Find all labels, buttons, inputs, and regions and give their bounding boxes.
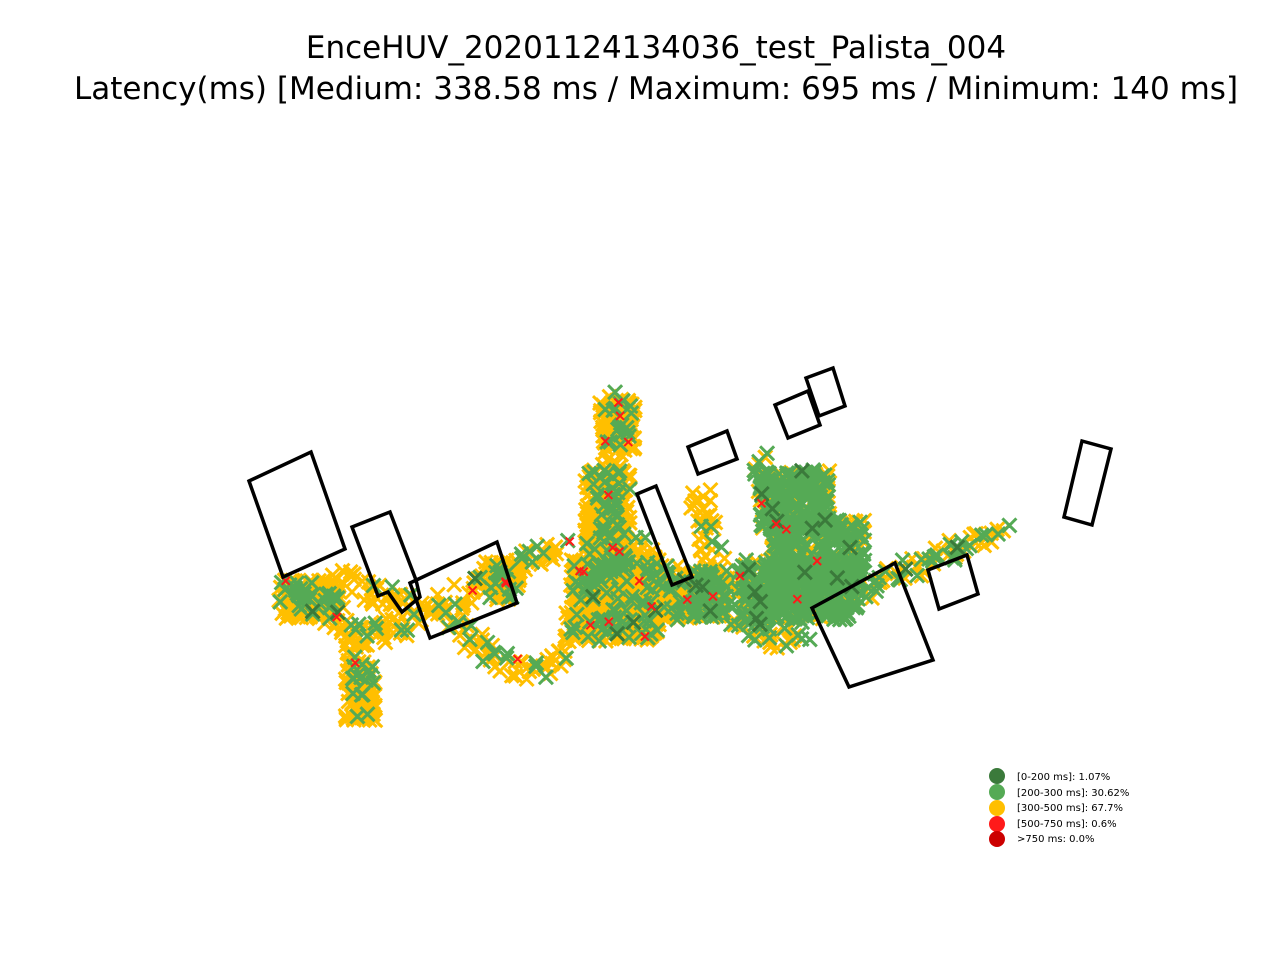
obstacle-polygon bbox=[349, 509, 422, 615]
chart-title: EnceHUV_20201124134036_test_Palista_004 bbox=[306, 30, 1006, 66]
obstacle-polygon bbox=[925, 552, 981, 612]
legend-marker bbox=[989, 831, 1005, 847]
obstacle-polygon bbox=[246, 449, 348, 580]
legend-label: [0-200 ms]: 1.07% bbox=[1017, 772, 1110, 783]
legend-label: >750 ms: 0.0% bbox=[1017, 834, 1095, 845]
obstacle-polygon bbox=[1061, 438, 1114, 528]
obstacle-polygon bbox=[685, 428, 740, 477]
legend-marker bbox=[989, 768, 1005, 784]
legend: [0-200 ms]: 1.07% [200-300 ms]: 30.62% [… bbox=[989, 768, 1129, 847]
legend-marker bbox=[989, 784, 1005, 800]
obstacle-polygon bbox=[803, 365, 848, 419]
legend-entry: [200-300 ms]: 30.62% bbox=[989, 784, 1129, 800]
obstacle-polygon bbox=[407, 539, 520, 641]
legend-label: [300-500 ms]: 67.7% bbox=[1017, 803, 1123, 814]
obstacle-polygon bbox=[809, 560, 936, 690]
legend-entry: [0-200 ms]: 1.07% bbox=[989, 768, 1110, 784]
legend-entry: [500-750 ms]: 0.6% bbox=[989, 816, 1117, 832]
legend-entry: >750 ms: 0.0% bbox=[989, 831, 1095, 847]
series-markers bbox=[280, 397, 822, 668]
legend-marker bbox=[989, 816, 1005, 832]
obstacle-polygon bbox=[634, 483, 695, 588]
legend-entry: [300-500 ms]: 67.7% bbox=[989, 800, 1123, 816]
legend-label: [500-750 ms]: 0.6% bbox=[1017, 819, 1117, 830]
legend-marker bbox=[989, 800, 1005, 816]
obstacle-polygon bbox=[772, 388, 823, 441]
chart-subtitle: Latency(ms) [Medium: 338.58 ms / Maximum… bbox=[74, 71, 1238, 107]
scatter-markers bbox=[271, 384, 1018, 729]
legend-label: [200-300 ms]: 30.62% bbox=[1017, 788, 1129, 799]
obstacle-outlines bbox=[246, 365, 1114, 690]
